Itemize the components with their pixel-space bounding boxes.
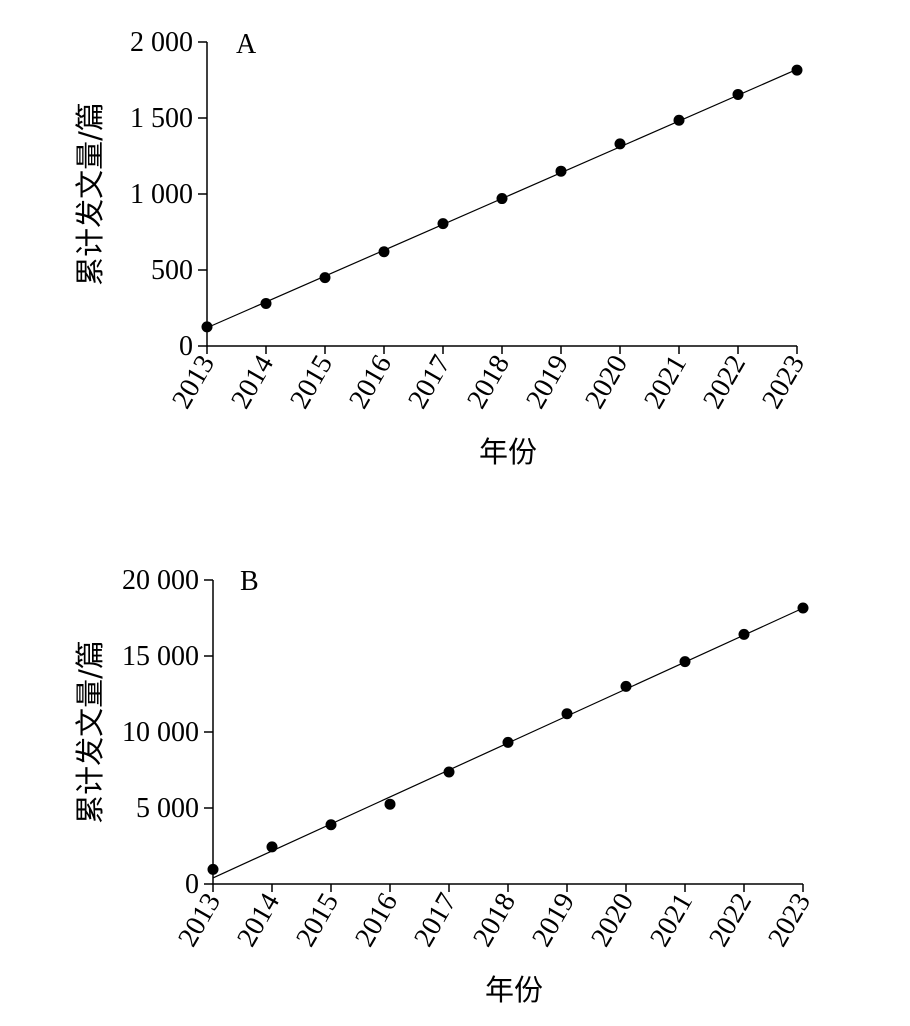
data-point bbox=[555, 165, 567, 177]
x-tick-label: 2021 bbox=[638, 350, 693, 414]
x-axis-title: 年份 bbox=[485, 973, 543, 1007]
x-tick-label: 2013 bbox=[172, 888, 227, 952]
x-axis-title: 年份 bbox=[479, 435, 537, 469]
y-tick-label: 0 bbox=[185, 869, 199, 900]
data-point bbox=[266, 841, 278, 853]
x-tick-label: 2020 bbox=[585, 888, 640, 952]
x-tick-label: 2016 bbox=[349, 888, 404, 952]
x-tick-label: 2018 bbox=[467, 888, 522, 952]
data-point bbox=[502, 736, 514, 748]
panel-label: A bbox=[236, 29, 257, 60]
y-tick-label: 1 000 bbox=[130, 179, 193, 210]
chart-panel-b: 0 5 000 10 000 15 000 20 000 2013 2014 2015 2016… bbox=[73, 565, 817, 1007]
x-tick-label: 2019 bbox=[520, 350, 575, 414]
data-point bbox=[673, 114, 685, 126]
data-point bbox=[732, 88, 744, 100]
y-tick-label: 0 bbox=[179, 331, 193, 362]
x-tick-label: 2013 bbox=[166, 350, 221, 414]
data-point bbox=[797, 602, 809, 614]
x-tick-label: 2019 bbox=[526, 888, 581, 952]
data-point bbox=[201, 321, 213, 333]
data-point bbox=[620, 680, 632, 692]
y-tick-label: 500 bbox=[151, 255, 193, 286]
y-tick-label: 5 000 bbox=[136, 793, 199, 824]
data-point bbox=[679, 656, 691, 668]
data-point bbox=[437, 218, 449, 230]
data-point bbox=[384, 798, 396, 810]
x-tick-label: 2017 bbox=[408, 888, 463, 952]
x-tick-label: 2017 bbox=[402, 350, 457, 414]
x-tick-label: 2014 bbox=[231, 888, 286, 952]
y-tick-label: 1 500 bbox=[130, 103, 193, 134]
y-tick-label: 15 000 bbox=[122, 641, 199, 672]
y-tick-label: 20 000 bbox=[122, 565, 199, 596]
data-point bbox=[738, 628, 750, 640]
x-tick-label: 2014 bbox=[225, 350, 280, 414]
y-tick-label: 10 000 bbox=[122, 717, 199, 748]
data-point bbox=[561, 708, 573, 720]
data-point bbox=[260, 297, 272, 309]
x-tick-label: 2022 bbox=[697, 350, 752, 414]
y-axis-title: 累计发文量/篇 bbox=[73, 640, 107, 824]
data-point bbox=[791, 64, 803, 76]
x-tick-label: 2023 bbox=[762, 888, 817, 952]
data-point bbox=[443, 766, 455, 778]
x-tick-label: 2023 bbox=[756, 350, 811, 414]
panel-label: B bbox=[240, 566, 259, 597]
x-tick-label: 2022 bbox=[703, 888, 758, 952]
x-tick-label: 2016 bbox=[343, 350, 398, 414]
y-tick-label: 2 000 bbox=[130, 27, 193, 58]
data-point bbox=[378, 246, 390, 258]
data-point bbox=[319, 272, 331, 284]
x-tick-label: 2015 bbox=[284, 350, 339, 414]
x-tick-label: 2021 bbox=[644, 888, 699, 952]
data-point bbox=[496, 193, 508, 205]
y-axis-title: 累计发文量/篇 bbox=[73, 102, 107, 286]
x-tick-label: 2018 bbox=[461, 350, 516, 414]
data-point bbox=[614, 138, 626, 150]
x-tick-label: 2015 bbox=[290, 888, 345, 952]
data-point bbox=[207, 863, 219, 875]
x-tick-label: 2020 bbox=[579, 350, 634, 414]
data-point bbox=[325, 819, 337, 831]
